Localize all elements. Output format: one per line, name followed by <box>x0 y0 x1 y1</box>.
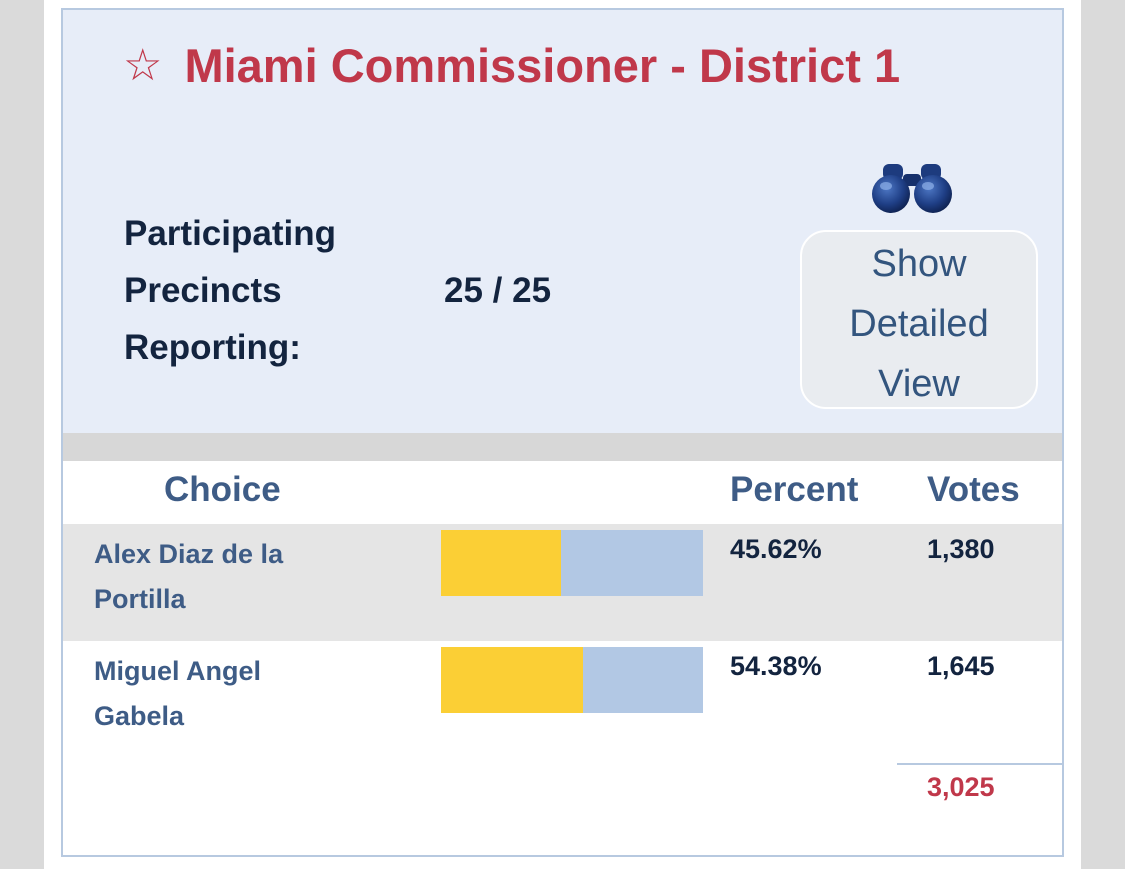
show-detailed-view-button[interactable]: Show Detailed View <box>800 230 1038 409</box>
table-row: Alex Diaz de la Portilla 45.62% 1,380 <box>63 524 1062 641</box>
binoculars-icon[interactable] <box>871 158 953 214</box>
candidate-name-line: Miguel Angel <box>94 656 261 686</box>
button-label-line: View <box>878 363 960 405</box>
votes-value: 1,380 <box>927 534 995 564</box>
candidate-name: Miguel Angel Gabela <box>94 649 424 739</box>
percent-bar <box>441 647 703 713</box>
percent-value: 54.38% <box>730 651 822 681</box>
candidate-name-line: Portilla <box>94 584 186 614</box>
percent-bar <box>441 530 703 596</box>
precincts-label-line: Reporting: <box>124 328 301 367</box>
contest-title-text: Miami Commissioner - District 1 <box>184 39 901 92</box>
button-label-line: Show <box>871 243 967 285</box>
candidate-name-line: Alex Diaz de la <box>94 539 284 569</box>
precincts-label-line: Precincts <box>124 271 282 310</box>
section-divider <box>63 433 1062 461</box>
precincts-label-line: Participating <box>124 214 336 253</box>
precincts-value: 25 / 25 <box>444 271 552 310</box>
column-header-percent: Percent <box>730 470 859 509</box>
total-votes: 3,025 <box>927 772 995 802</box>
button-label-line: Detailed <box>849 303 989 345</box>
total-divider <box>897 763 1062 765</box>
results-card: ☆ Miami Commissioner - District 1 Partic… <box>61 8 1064 857</box>
candidate-name-line: Gabela <box>94 701 185 731</box>
percent-value: 45.62% <box>730 534 822 564</box>
contest-title: ☆ Miami Commissioner - District 1 <box>123 38 900 93</box>
star-outline-icon[interactable]: ☆ <box>123 40 163 91</box>
percent-bar-fill <box>441 530 561 596</box>
percent-bar-fill <box>441 647 584 713</box>
votes-value: 1,645 <box>927 651 995 681</box>
table-row: Miguel Angel Gabela 54.38% 1,645 <box>63 641 1062 758</box>
column-header-choice: Choice <box>164 470 281 509</box>
column-header-votes: Votes <box>927 470 1020 509</box>
candidate-name: Alex Diaz de la Portilla <box>94 532 424 622</box>
contest-header: ☆ Miami Commissioner - District 1 Partic… <box>63 10 1062 433</box>
precincts-label: Participating Precincts Reporting: <box>124 205 404 376</box>
